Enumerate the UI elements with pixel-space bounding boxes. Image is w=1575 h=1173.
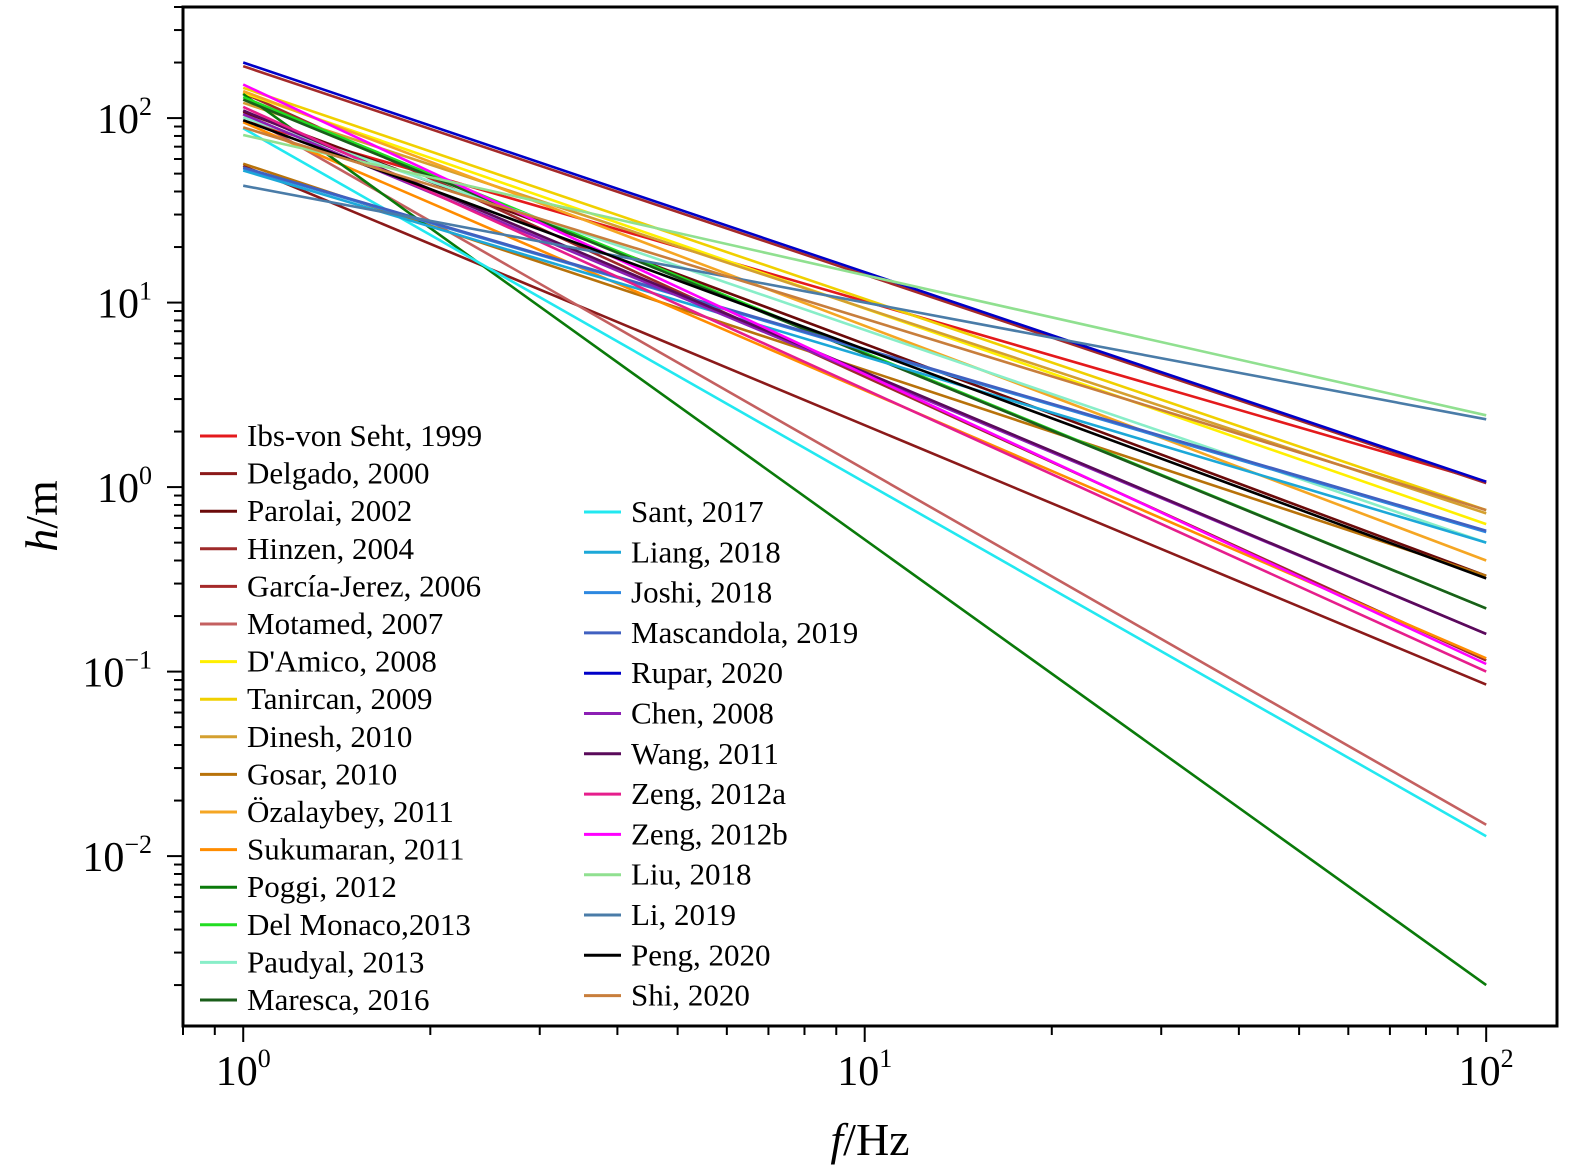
legend-label: Wang, 2011	[631, 736, 779, 771]
legend-label: Sukumaran, 2011	[247, 832, 465, 867]
series-line-18	[242, 169, 1487, 544]
y-tick-label: 100	[97, 461, 152, 512]
legend-item: Motamed, 2007	[200, 606, 443, 641]
legend-label: Li, 2019	[631, 897, 736, 932]
legend-label: Maresca, 2016	[247, 982, 430, 1017]
x-tick-label: 102	[1459, 1044, 1514, 1095]
legend-label: Özalaybey, 2011	[247, 794, 454, 829]
legend-label: Delgado, 2000	[247, 456, 430, 491]
series-line-21	[242, 61, 1487, 483]
y-tick-label: 10−2	[82, 830, 152, 881]
legend-label: Sant, 2017	[631, 494, 764, 529]
legend-item: Sant, 2017	[584, 494, 764, 529]
series-line-29	[242, 126, 1487, 512]
legend-label: Rupar, 2020	[631, 655, 783, 690]
x-axis-title: f/Hz	[830, 1114, 909, 1165]
legend-item: Tanircan, 2009	[200, 681, 433, 716]
legend-item: Poggi, 2012	[200, 869, 397, 904]
legend-label: Tanircan, 2009	[247, 681, 433, 716]
series-line-17	[242, 127, 1487, 838]
legend-item: Li, 2019	[584, 897, 736, 932]
series-line-24	[242, 105, 1487, 673]
legend-label: Mascandola, 2019	[631, 615, 858, 650]
legend-item: García-Jerez, 2006	[200, 568, 481, 603]
series-line-8	[242, 86, 1487, 512]
x-tick-label: 100	[216, 1044, 271, 1095]
series-line-26	[242, 133, 1487, 417]
y-tick-label: 10−1	[82, 646, 152, 697]
legend-label: Shi, 2020	[631, 978, 750, 1013]
legend-item: Liang, 2018	[584, 534, 781, 569]
series-lines	[242, 61, 1487, 987]
y-axis-ticks	[167, 6, 183, 987]
y-axis-tick-labels: 10−2 10−1 100 101 102	[82, 92, 152, 881]
x-axis-tick-labels: 100 101 102	[216, 1044, 1514, 1095]
legend-item: Dinesh, 2010	[200, 719, 412, 754]
x-tick-label: 101	[837, 1044, 892, 1095]
legend-label: Dinesh, 2010	[247, 719, 412, 754]
legend-item: Peng, 2020	[584, 937, 771, 972]
legend-label: Motamed, 2007	[247, 606, 443, 641]
legend-label: Joshi, 2018	[631, 575, 772, 610]
legend-item: Paudyal, 2013	[200, 944, 424, 979]
legend-label: Chen, 2008	[631, 696, 774, 731]
legend-label: Peng, 2020	[631, 937, 771, 972]
legend-item: Delgado, 2000	[200, 456, 430, 491]
x-axis-ticks	[182, 1026, 1488, 1042]
series-line-11	[242, 89, 1487, 562]
legend-label: D'Amico, 2008	[247, 644, 437, 679]
legend-item: D'Amico, 2008	[200, 644, 437, 679]
legend-label: García-Jerez, 2006	[247, 568, 481, 603]
legend-item: Del Monaco,2013	[200, 907, 471, 942]
legend-item: Hinzen, 2004	[200, 531, 415, 566]
legend-item: Maresca, 2016	[200, 982, 430, 1017]
legend-label: Parolai, 2002	[247, 493, 412, 528]
legend-label: Zeng, 2012a	[631, 776, 786, 811]
legend-item: Ibs-von Seht, 1999	[200, 418, 482, 453]
legend-item: Özalaybey, 2011	[200, 794, 454, 829]
legend-label: Poggi, 2012	[247, 869, 397, 904]
y-tick-label: 102	[97, 92, 152, 143]
legend-item: Gosar, 2010	[200, 756, 397, 791]
legend-item: Joshi, 2018	[584, 575, 772, 610]
legend-item: Zeng, 2012b	[584, 816, 788, 851]
y-tick-label: 101	[97, 277, 152, 328]
series-line-2	[242, 164, 1487, 686]
legend-label: Del Monaco,2013	[247, 907, 471, 942]
legend-label: Hinzen, 2004	[247, 531, 415, 566]
legend-item: Wang, 2011	[584, 736, 779, 771]
legend-label: Liang, 2018	[631, 534, 781, 569]
legend-item: Chen, 2008	[584, 696, 774, 731]
series-line-28	[242, 118, 1487, 580]
series-line-27	[242, 184, 1487, 421]
legend-item: Rupar, 2020	[584, 655, 783, 690]
series-line-13	[242, 92, 1487, 987]
legend-item: Sukumaran, 2011	[200, 832, 465, 867]
legend-item: Shi, 2020	[584, 978, 750, 1013]
legend-label: Ibs-von Seht, 1999	[247, 418, 482, 453]
y-axis-title: h/m	[16, 480, 67, 552]
legend-label: Liu, 2018	[631, 857, 752, 892]
legend-label: Paudyal, 2013	[247, 944, 424, 979]
legend-label: Zeng, 2012b	[631, 816, 788, 851]
legend-item: Zeng, 2012a	[584, 776, 786, 811]
legend-item: Mascandola, 2019	[584, 615, 858, 650]
legend-label: Gosar, 2010	[247, 756, 397, 791]
series-line-16	[242, 98, 1487, 610]
legend-item: Parolai, 2002	[200, 493, 412, 528]
legend-item: Liu, 2018	[584, 857, 752, 892]
